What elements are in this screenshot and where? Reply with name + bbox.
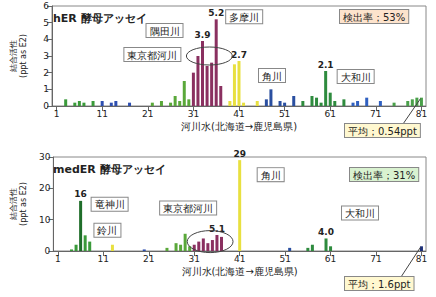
svg-text:角川: 角川 <box>261 170 281 181</box>
svg-text:3: 3 <box>43 51 49 61</box>
svg-text:5.1: 5.1 <box>209 223 225 234</box>
svg-text:1: 1 <box>43 84 49 94</box>
svg-text:平均；1.6ppt: 平均；1.6ppt <box>348 279 411 290</box>
svg-text:1: 1 <box>55 254 61 264</box>
svg-text:3.9: 3.9 <box>195 30 211 40</box>
svg-text:平均；0.54ppt: 平均；0.54ppt <box>348 126 417 137</box>
svg-text:結合活性: 結合活性 <box>9 40 18 73</box>
svg-text:29: 29 <box>233 149 246 159</box>
svg-text:0: 0 <box>43 101 49 111</box>
svg-text:81: 81 <box>416 254 427 264</box>
svg-text:16: 16 <box>74 189 87 199</box>
svg-text:2.1: 2.1 <box>318 60 334 70</box>
svg-text:2: 2 <box>43 68 49 78</box>
svg-text:2.7: 2.7 <box>231 50 247 60</box>
svg-text:5: 5 <box>43 18 49 28</box>
svg-text:30: 30 <box>39 152 51 162</box>
svg-text:河川水(北海道→鹿児島県): 河川水(北海道→鹿児島県) <box>182 266 298 277</box>
svg-text:検出率；31%: 検出率；31% <box>353 170 415 181</box>
svg-text:71: 71 <box>370 109 381 119</box>
svg-text:検出率；53%: 検出率；53% <box>343 12 405 23</box>
svg-text:61: 61 <box>324 109 335 119</box>
svg-text:大和川: 大和川 <box>345 208 375 219</box>
svg-text:21: 21 <box>142 109 153 119</box>
svg-text:4.0: 4.0 <box>318 227 334 237</box>
svg-text:多摩川: 多摩川 <box>229 12 259 23</box>
svg-text:竜神川: 竜神川 <box>95 199 125 210</box>
svg-text:hER 酵母アッセイ: hER 酵母アッセイ <box>53 12 147 25</box>
svg-text:(ppt as E2): (ppt as E2) <box>19 182 28 226</box>
svg-text:6: 6 <box>43 1 49 11</box>
svg-text:結合活性: 結合活性 <box>9 188 18 221</box>
svg-text:41: 41 <box>234 254 245 264</box>
svg-text:31: 31 <box>188 109 199 119</box>
svg-text:61: 61 <box>325 254 336 264</box>
svg-text:0: 0 <box>45 246 51 256</box>
svg-text:71: 71 <box>370 254 381 264</box>
svg-text:11: 11 <box>96 109 107 119</box>
svg-text:4: 4 <box>43 34 49 44</box>
svg-text:河川水(北海道→鹿児島県): 河川水(北海道→鹿児島県) <box>181 121 297 132</box>
svg-text:20: 20 <box>39 183 51 193</box>
svg-text:角川: 角川 <box>262 71 282 82</box>
svg-text:東京都河川: 東京都河川 <box>127 50 177 61</box>
svg-text:隅田川: 隅田川 <box>150 26 180 37</box>
svg-text:(ppt as E2): (ppt as E2) <box>19 34 28 78</box>
svg-text:東京都河川: 東京都河川 <box>163 203 213 214</box>
svg-text:大和川: 大和川 <box>341 72 371 83</box>
svg-text:11: 11 <box>98 254 109 264</box>
svg-text:1: 1 <box>54 109 60 119</box>
svg-text:51: 51 <box>279 109 290 119</box>
svg-text:51: 51 <box>279 254 290 264</box>
svg-text:5.2: 5.2 <box>208 8 224 18</box>
svg-text:41: 41 <box>233 109 244 119</box>
svg-text:81: 81 <box>416 109 427 119</box>
svg-text:medER 酵母アッセイ: medER 酵母アッセイ <box>53 163 166 176</box>
svg-text:鈴川: 鈴川 <box>97 225 117 236</box>
svg-text:21: 21 <box>143 254 154 264</box>
svg-text:10: 10 <box>39 215 51 225</box>
svg-text:31: 31 <box>189 254 200 264</box>
